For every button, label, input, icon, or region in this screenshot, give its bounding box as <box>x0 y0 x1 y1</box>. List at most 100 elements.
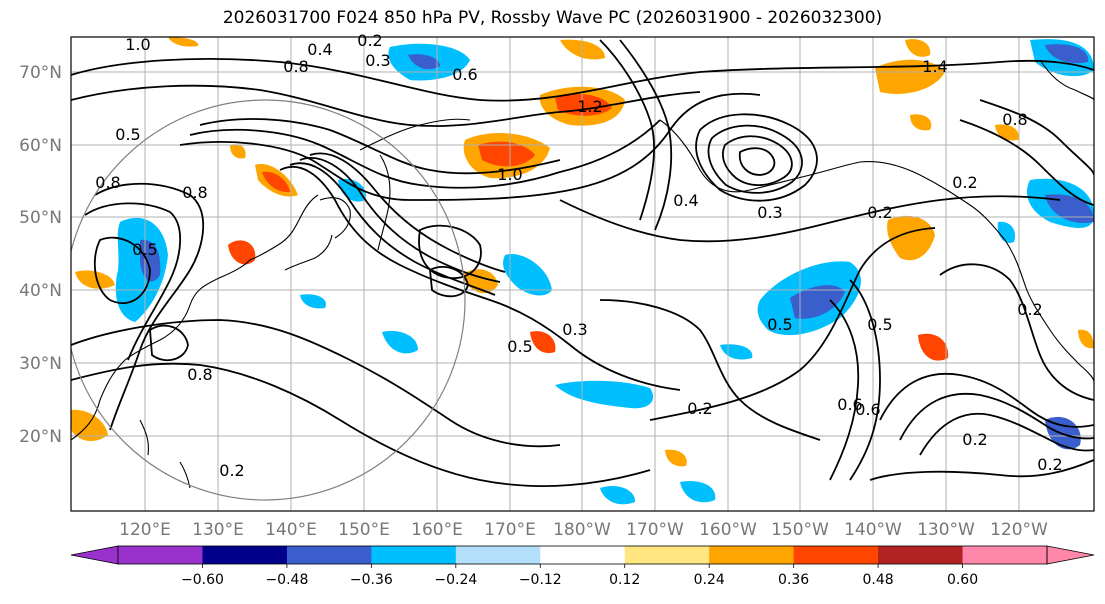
red-blob <box>875 59 945 94</box>
red-blob <box>462 269 498 294</box>
colorbar-tick-label: 0.12 <box>609 572 640 588</box>
blue-blob <box>555 380 654 409</box>
longitude-label: 160°W <box>699 520 757 540</box>
colorbar-under-arrow <box>70 545 119 565</box>
map-frame <box>70 36 1095 512</box>
contour-label: 1.2 <box>577 97 602 116</box>
blue-blob <box>1045 194 1094 223</box>
colorbar-bin <box>540 546 626 564</box>
contour-label: 0.4 <box>673 191 698 210</box>
longitude-label: 180°W <box>553 520 611 540</box>
contour-label: 0.2 <box>1017 300 1042 319</box>
blue-blob <box>1045 44 1089 64</box>
latitude-label: 50°N <box>19 208 62 228</box>
blue-blob <box>300 294 326 309</box>
longitude-label: 140°E <box>265 520 317 540</box>
contour-label: 0.3 <box>562 320 587 339</box>
red-blob <box>918 333 949 361</box>
contour-label: 0.2 <box>687 399 712 418</box>
red-blob <box>887 215 935 261</box>
colorbar-tick-label: 0.36 <box>778 572 809 588</box>
blue-blob <box>408 54 440 70</box>
latitude-label: 20°N <box>19 427 62 447</box>
map-title: 2026031700 F024 850 hPa PV, Rossby Wave … <box>222 8 883 28</box>
longitude-label: 130°E <box>192 520 244 540</box>
blue-blob <box>997 221 1016 243</box>
latitude-label: 60°N <box>19 136 62 156</box>
colorbar-bin <box>962 546 1047 564</box>
contour-label: 0.6 <box>837 395 862 414</box>
blue-blob <box>600 485 636 505</box>
contour-label: 0.2 <box>962 430 987 449</box>
contour-label: 0.8 <box>187 365 212 384</box>
contour-label: 0.8 <box>1002 110 1027 129</box>
blue-blob <box>790 285 845 319</box>
contour-labels: 1.0 0.4 0.20.30.60.80.51.21.40.51.00.8 0.40… <box>95 31 1062 480</box>
colorbar-tick-label: 0.48 <box>863 572 894 588</box>
contour-label: 0.8 <box>182 183 207 202</box>
red-blob <box>905 39 931 57</box>
contour-label: 0.2 <box>219 461 244 480</box>
map-gridlines <box>71 37 1094 511</box>
region-circle <box>71 99 466 501</box>
longitude-label: 130°W <box>917 520 975 540</box>
colorbar-bin <box>793 546 879 564</box>
blue-blob <box>503 254 552 296</box>
contour-label: 0.3 <box>757 203 782 222</box>
contour-label: 0.5 <box>132 240 157 259</box>
red-blob <box>168 37 199 47</box>
red-blob <box>665 449 687 467</box>
contour-label: 0.8 <box>95 173 120 192</box>
blue-blob <box>680 480 716 503</box>
longitude-label: 170°E <box>484 520 536 540</box>
contour-label: 0.5 <box>867 315 892 334</box>
contour-label: 0.8 <box>283 57 308 76</box>
contour-label: 0.2 <box>867 203 892 222</box>
colorbar-tick-label: −0.36 <box>350 572 393 588</box>
red-blob <box>478 141 535 167</box>
red-blob <box>530 331 556 354</box>
colorbar-bin <box>878 546 964 564</box>
longitude-label: 160°E <box>411 520 463 540</box>
red-blob <box>230 144 246 159</box>
longitude-labels: 120°E 130°E 140°E 150°E 160°E 170°E 180°W 170°W… <box>119 520 1048 540</box>
contour-label: 1.4 <box>922 57 947 76</box>
contour-label: 0.2 <box>952 173 977 192</box>
longitude-label: 150°E <box>338 520 390 540</box>
colorbar-bin <box>118 546 203 564</box>
contour-label: 0.6 <box>855 400 880 419</box>
colorbar-bin <box>455 546 541 564</box>
red-blob <box>910 114 932 131</box>
colorbar-bin <box>371 546 457 564</box>
colorbar: −0.60 −0.48 −0.36 −0.24 −0.12 0.12 0.24 0.36 0.4… <box>70 545 1095 588</box>
latitude-label: 70°N <box>19 63 62 83</box>
latitude-labels: 70°N 60°N 50°N 40°N 30°N 20°N <box>19 63 62 447</box>
colorbar-over-arrow <box>1046 545 1095 565</box>
contour-label: 0.6 <box>452 65 477 84</box>
colorbar-tick-label: −0.60 <box>181 572 224 588</box>
red-blob <box>1078 329 1094 349</box>
contour-label: 0.5 <box>507 337 532 356</box>
colorbar-tick-label: −0.12 <box>519 572 562 588</box>
contour-label: 0.4 <box>307 40 332 59</box>
contour-label: 0.5 <box>767 315 792 334</box>
colorbar-tick-label: −0.24 <box>434 572 477 588</box>
contour-label: 0.3 <box>365 51 390 70</box>
red-blob <box>228 240 256 265</box>
longitude-label: 140°W <box>844 520 902 540</box>
colorbar-bin <box>624 546 710 564</box>
longitude-label: 150°W <box>771 520 829 540</box>
colorbar-tick-label: −0.48 <box>265 572 308 588</box>
colorbar-bin <box>286 546 372 564</box>
contour-label: 0.5 <box>115 125 140 144</box>
pv-anomaly-shading <box>71 37 1094 505</box>
colorbar-tick-label: 0.60 <box>947 572 978 588</box>
latitude-label: 40°N <box>19 281 62 301</box>
colorbar-bin <box>202 546 288 564</box>
contour-label: 1.0 <box>125 35 150 54</box>
longitude-label: 120°W <box>990 520 1048 540</box>
blue-blob <box>338 178 366 202</box>
red-blob <box>75 270 115 289</box>
pv-contours <box>71 39 1094 487</box>
